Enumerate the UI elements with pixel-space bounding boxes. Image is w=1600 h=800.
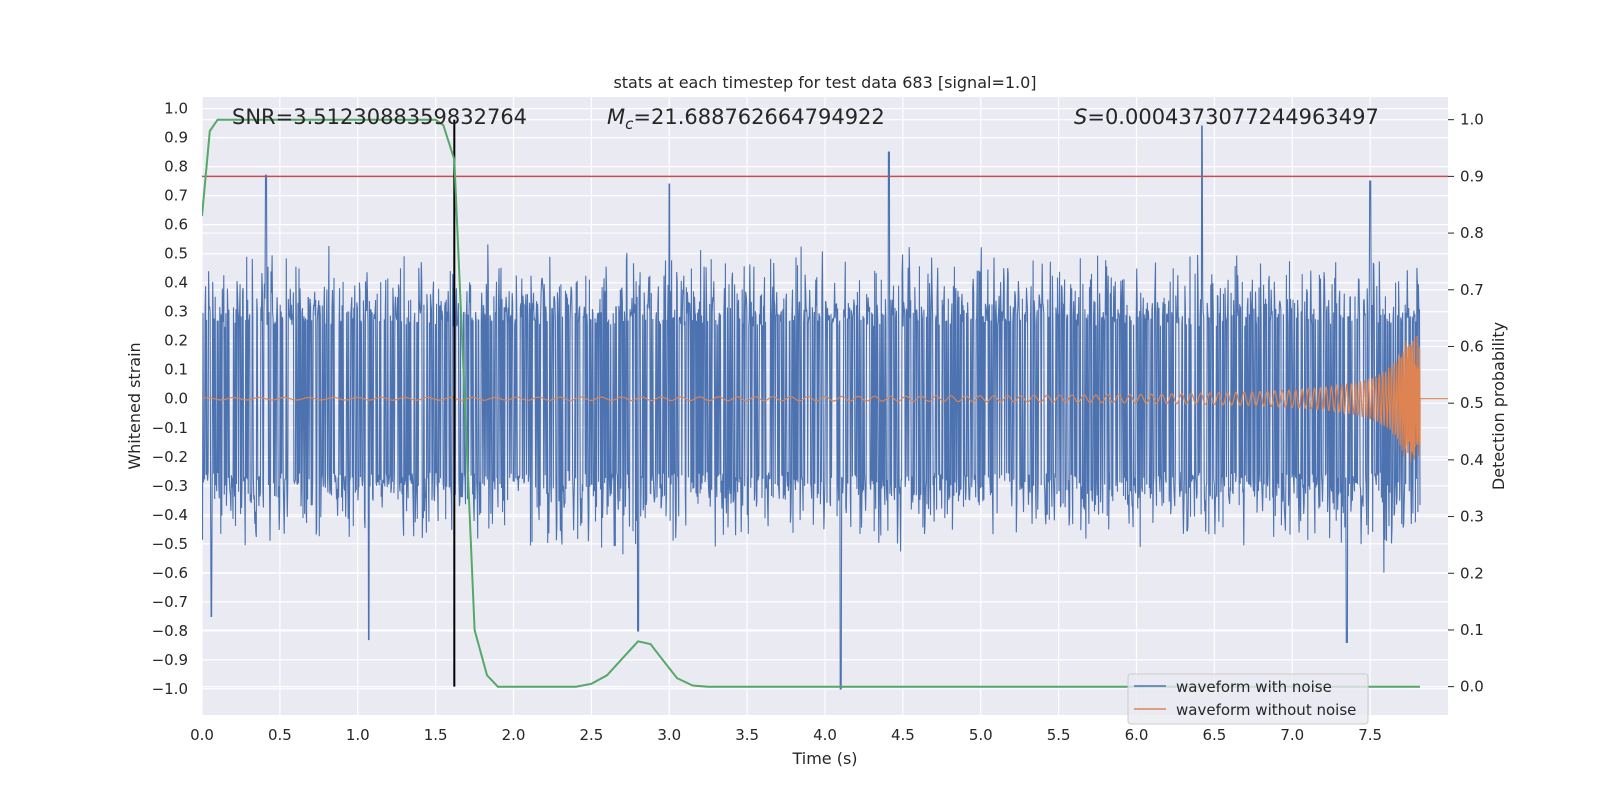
x-tick-label: 4.0 bbox=[813, 726, 837, 744]
chirp-mass-value: =21.688762664794922 bbox=[633, 105, 884, 129]
x-tick-label: 5.5 bbox=[1047, 726, 1071, 744]
x-tick-label: 1.0 bbox=[346, 726, 370, 744]
y-tick-label: 0.4 bbox=[164, 274, 188, 292]
y2-axis-label: Detection probability bbox=[1489, 322, 1508, 490]
legend-label-waveform-with-noise: waveform with noise bbox=[1176, 678, 1332, 696]
x-tick-label: 4.5 bbox=[891, 726, 915, 744]
s-value: =0.0004373077244963497 bbox=[1087, 105, 1379, 129]
s-symbol: S bbox=[1074, 105, 1087, 129]
y-tick-label: −0.2 bbox=[152, 448, 188, 466]
y2-tick-label: 0.2 bbox=[1460, 564, 1484, 582]
chirp-mass-annotation: Mc=21.688762664794922 bbox=[607, 105, 885, 133]
y-axis-right: 1.0 0.9 0.8 0.7 0.6 0.5 0.4 0.3 0.2 0.1 0.0 bbox=[1448, 111, 1484, 696]
y-tick-label: 0.6 bbox=[164, 216, 188, 234]
y-tick-label: −0.4 bbox=[152, 506, 188, 524]
chirp-mass-symbol: M bbox=[607, 105, 625, 129]
y-tick-label: −0.5 bbox=[152, 535, 188, 553]
y-tick-label: −0.3 bbox=[152, 477, 188, 495]
s-annotation: S=0.0004373077244963497 bbox=[1074, 105, 1379, 129]
y2-tick-label: 0.8 bbox=[1460, 224, 1484, 242]
legend: waveform with noise waveform without noi… bbox=[1127, 673, 1369, 725]
y2-tick-label: 0.4 bbox=[1460, 451, 1484, 469]
y-tick-label: −0.9 bbox=[152, 651, 188, 669]
y-tick-label: −0.6 bbox=[152, 564, 188, 582]
y-tick-label: 0.3 bbox=[164, 303, 188, 321]
y-tick-label: −0.1 bbox=[152, 419, 188, 437]
y2-tick-label: 1.0 bbox=[1460, 111, 1484, 129]
y-axis-label: Whitened strain bbox=[125, 342, 144, 469]
x-tick-label: 5.0 bbox=[969, 726, 993, 744]
y-tick-label: −1.0 bbox=[152, 680, 188, 698]
x-axis: 0.0 0.5 1.0 1.5 2.0 2.5 3.0 3.5 4.0 4.5 5.0 5.5 6.0 6… bbox=[190, 726, 1382, 744]
snr-annotation: SNR=3.5123088359832764 bbox=[232, 105, 527, 129]
x-tick-label: 2.0 bbox=[502, 726, 526, 744]
series-waveform-with-noise bbox=[202, 125, 1421, 690]
y-tick-label: 0.7 bbox=[164, 187, 188, 205]
x-tick-label: 2.5 bbox=[579, 726, 603, 744]
x-tick-label: 0.5 bbox=[268, 726, 292, 744]
y2-tick-label: 0.0 bbox=[1460, 678, 1484, 696]
y-tick-label: 0.2 bbox=[164, 332, 188, 350]
chart-title: stats at each timestep for test data 683… bbox=[613, 73, 1036, 92]
x-tick-label: 7.0 bbox=[1280, 726, 1304, 744]
y-tick-label: 0.8 bbox=[164, 158, 188, 176]
y-tick-label: 0.9 bbox=[164, 129, 188, 147]
series-waveform-without-noise bbox=[202, 335, 1448, 463]
y2-tick-label: 0.5 bbox=[1460, 394, 1484, 412]
x-tick-label: 7.5 bbox=[1358, 726, 1382, 744]
y-tick-label: −0.8 bbox=[152, 622, 188, 640]
legend-box bbox=[1127, 673, 1369, 725]
y-tick-label: 0.1 bbox=[164, 361, 188, 379]
y-tick-label: 1.0 bbox=[164, 100, 188, 118]
legend-label-waveform-without-noise: waveform without noise bbox=[1176, 701, 1356, 719]
y2-tick-label: 0.1 bbox=[1460, 621, 1484, 639]
y-tick-label: 0.5 bbox=[164, 245, 188, 263]
x-tick-label: 0.0 bbox=[190, 726, 214, 744]
x-tick-label: 3.0 bbox=[657, 726, 681, 744]
y2-tick-label: 0.6 bbox=[1460, 337, 1484, 355]
x-tick-label: 6.5 bbox=[1202, 726, 1226, 744]
y2-tick-label: 0.7 bbox=[1460, 281, 1484, 299]
y-tick-label: −0.7 bbox=[152, 593, 188, 611]
y2-tick-label: 0.3 bbox=[1460, 508, 1484, 526]
x-tick-label: 3.5 bbox=[735, 726, 759, 744]
y2-tick-label: 0.9 bbox=[1460, 167, 1484, 185]
x-tick-label: 6.0 bbox=[1125, 726, 1149, 744]
y-tick-label: 0.0 bbox=[164, 390, 188, 408]
y-axis-left: 1.0 0.9 0.8 0.7 0.6 0.5 0.4 0.3 0.2 0.1 0.0 −0.1 −0.… bbox=[152, 100, 188, 698]
x-tick-label: 1.5 bbox=[424, 726, 448, 744]
chirp-mass-subscript: c bbox=[625, 115, 634, 133]
x-axis-label: Time (s) bbox=[791, 749, 857, 768]
series-detection-probability bbox=[202, 118, 1420, 688]
